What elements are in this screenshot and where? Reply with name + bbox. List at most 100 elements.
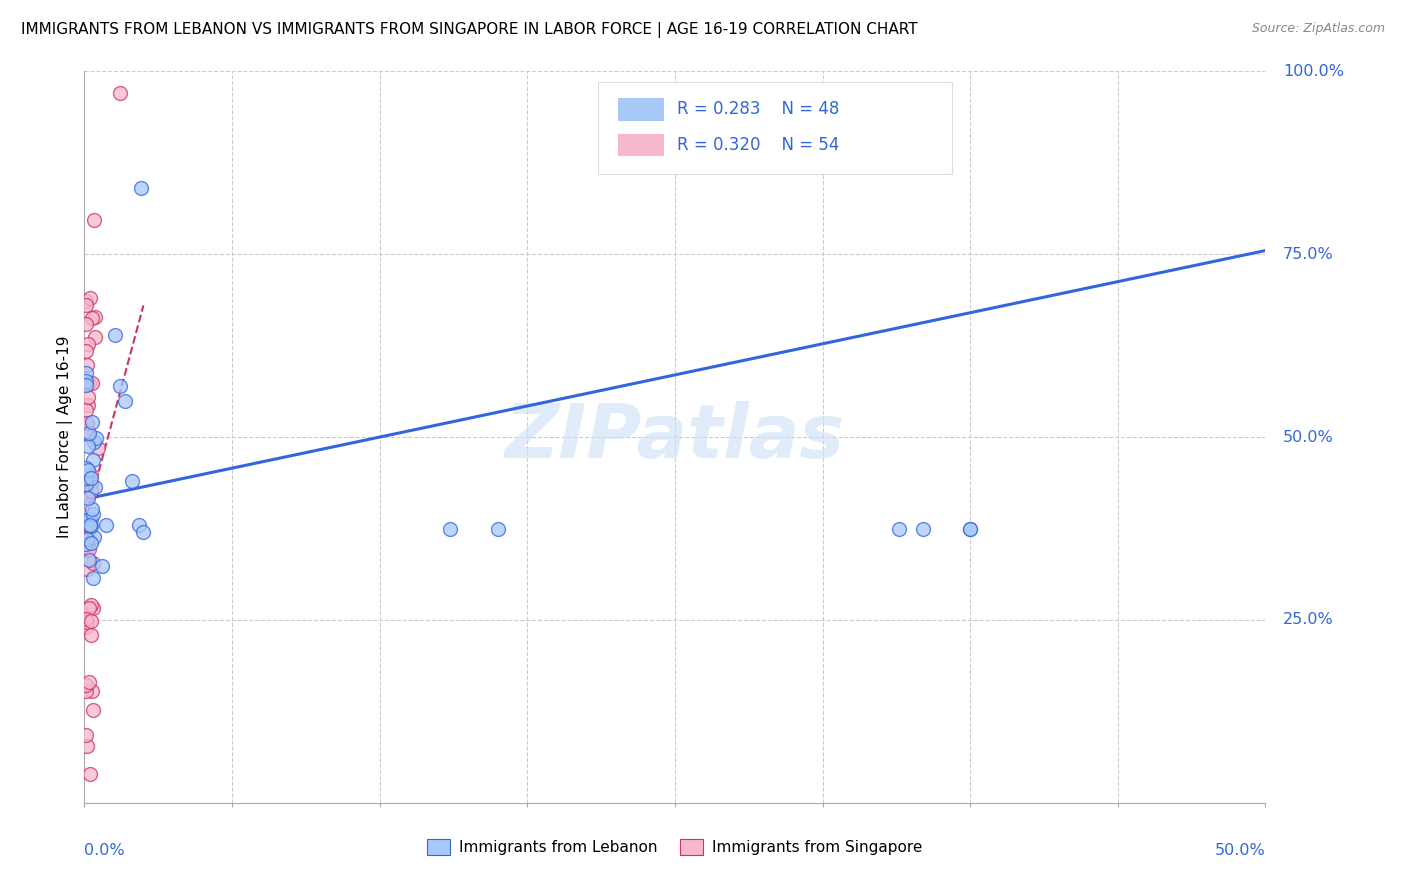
Point xyxy=(75,403,97,417)
Point xyxy=(132,525,155,540)
Point xyxy=(77,463,100,477)
Point xyxy=(76,439,98,453)
Point xyxy=(80,519,103,533)
Point xyxy=(79,553,101,567)
Point xyxy=(959,521,981,535)
Point xyxy=(82,501,104,516)
Point xyxy=(82,508,104,522)
Point xyxy=(76,518,98,533)
Point xyxy=(80,376,103,390)
Point xyxy=(76,552,98,566)
Point xyxy=(82,310,104,325)
Point xyxy=(76,532,98,546)
Point xyxy=(79,376,101,390)
Point xyxy=(80,468,103,483)
Point xyxy=(75,374,97,388)
Bar xyxy=(619,98,664,120)
Point xyxy=(75,477,97,491)
Point xyxy=(75,728,97,742)
Point xyxy=(77,675,100,690)
Point xyxy=(83,212,105,227)
Point xyxy=(84,310,107,324)
Point xyxy=(486,521,509,535)
Point xyxy=(77,541,100,556)
Point xyxy=(80,512,103,526)
Point xyxy=(79,291,101,305)
Point xyxy=(76,739,98,753)
Point xyxy=(76,615,98,630)
Point xyxy=(79,518,101,533)
Point xyxy=(84,431,107,445)
Point xyxy=(75,298,97,312)
Y-axis label: In Labor Force | Age 16-19: In Labor Force | Age 16-19 xyxy=(58,335,73,539)
Point xyxy=(82,703,104,717)
Point xyxy=(104,327,127,342)
Point xyxy=(80,483,103,498)
Point xyxy=(77,533,100,547)
Point xyxy=(77,337,100,351)
Point xyxy=(75,366,97,380)
Text: R = 0.283    N = 48: R = 0.283 N = 48 xyxy=(678,101,839,119)
Point xyxy=(80,683,103,698)
Point xyxy=(80,614,103,628)
Point xyxy=(79,428,101,442)
Point xyxy=(80,598,103,612)
Point xyxy=(83,330,105,344)
Point xyxy=(83,434,105,449)
Point xyxy=(79,766,101,780)
Point xyxy=(75,517,97,532)
Point xyxy=(75,344,97,359)
Point xyxy=(889,521,911,535)
Point xyxy=(75,425,97,439)
Point xyxy=(128,517,150,532)
Text: 0.0%: 0.0% xyxy=(84,843,125,858)
Point xyxy=(75,469,97,483)
Point xyxy=(83,480,105,494)
Point xyxy=(87,442,110,456)
Text: 50.0%: 50.0% xyxy=(1215,843,1265,858)
Point xyxy=(82,571,104,585)
Point xyxy=(114,393,136,408)
Point xyxy=(76,390,98,404)
Point xyxy=(76,488,98,502)
Point xyxy=(75,424,97,438)
FancyBboxPatch shape xyxy=(598,82,952,174)
Point xyxy=(75,471,97,485)
Point xyxy=(77,398,100,412)
Point xyxy=(75,474,97,488)
Point xyxy=(75,419,97,434)
Point xyxy=(79,520,101,534)
Text: ZIPatlas: ZIPatlas xyxy=(505,401,845,474)
Point xyxy=(108,87,131,101)
Point xyxy=(75,537,97,551)
Point xyxy=(77,491,100,505)
Point xyxy=(94,518,117,533)
Text: IMMIGRANTS FROM LEBANON VS IMMIGRANTS FROM SINGAPORE IN LABOR FORCE | AGE 16-19 : IMMIGRANTS FROM LEBANON VS IMMIGRANTS FR… xyxy=(21,22,918,38)
Point xyxy=(83,530,105,544)
Bar xyxy=(619,134,664,155)
Text: 25.0%: 25.0% xyxy=(1284,613,1334,627)
Point xyxy=(75,612,97,626)
Point xyxy=(91,559,114,574)
Text: 75.0%: 75.0% xyxy=(1284,247,1334,261)
Point xyxy=(80,475,103,490)
Text: 100.0%: 100.0% xyxy=(1284,64,1344,78)
Point xyxy=(80,536,103,550)
Point xyxy=(76,416,98,430)
Point xyxy=(75,318,97,332)
Point xyxy=(75,678,97,692)
Point xyxy=(911,521,934,535)
Text: Source: ZipAtlas.com: Source: ZipAtlas.com xyxy=(1251,22,1385,36)
Point xyxy=(76,562,98,576)
Point xyxy=(77,601,100,615)
Point xyxy=(75,542,97,557)
Point xyxy=(77,512,100,526)
Point xyxy=(79,426,101,441)
Legend: Immigrants from Lebanon, Immigrants from Singapore: Immigrants from Lebanon, Immigrants from… xyxy=(420,833,929,861)
Point xyxy=(121,474,143,488)
Point xyxy=(75,684,97,698)
Point xyxy=(75,619,97,633)
Point xyxy=(80,471,103,485)
Point xyxy=(129,181,152,195)
Point xyxy=(82,556,104,570)
